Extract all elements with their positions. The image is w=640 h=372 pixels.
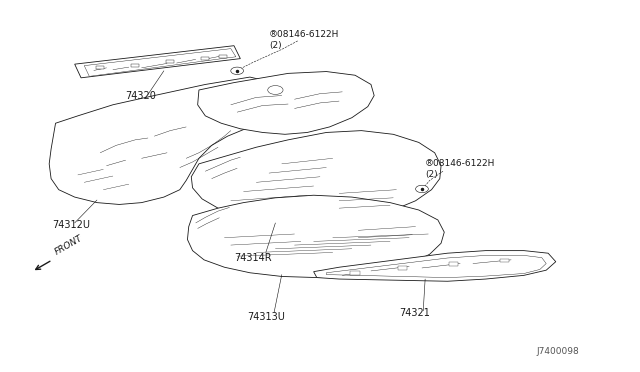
Text: 74320: 74320 [125, 90, 157, 100]
Bar [500, 259, 509, 262]
Text: 74312U: 74312U [52, 220, 90, 230]
Text: ®08146-6122H
(2): ®08146-6122H (2) [425, 159, 495, 179]
Bar [397, 266, 407, 270]
Polygon shape [198, 71, 374, 134]
Bar [97, 66, 104, 69]
Bar [166, 61, 174, 63]
Polygon shape [326, 256, 546, 278]
Bar [131, 64, 139, 67]
Text: 74321: 74321 [399, 308, 431, 318]
Bar [220, 55, 227, 58]
Text: ®08146-6122H
(2): ®08146-6122H (2) [269, 30, 339, 50]
Polygon shape [188, 195, 444, 278]
Circle shape [415, 185, 428, 193]
Text: J7400098: J7400098 [537, 347, 579, 356]
Polygon shape [75, 46, 241, 78]
Circle shape [231, 67, 244, 74]
Bar [350, 271, 360, 275]
Text: 74313U: 74313U [246, 312, 285, 322]
Text: FRONT: FRONT [54, 234, 84, 257]
Polygon shape [84, 49, 236, 76]
Polygon shape [314, 251, 556, 281]
Circle shape [268, 86, 283, 94]
Text: 74314R: 74314R [234, 253, 271, 263]
Bar [449, 262, 458, 266]
Polygon shape [191, 131, 441, 223]
Polygon shape [49, 77, 275, 205]
Bar [202, 57, 209, 60]
